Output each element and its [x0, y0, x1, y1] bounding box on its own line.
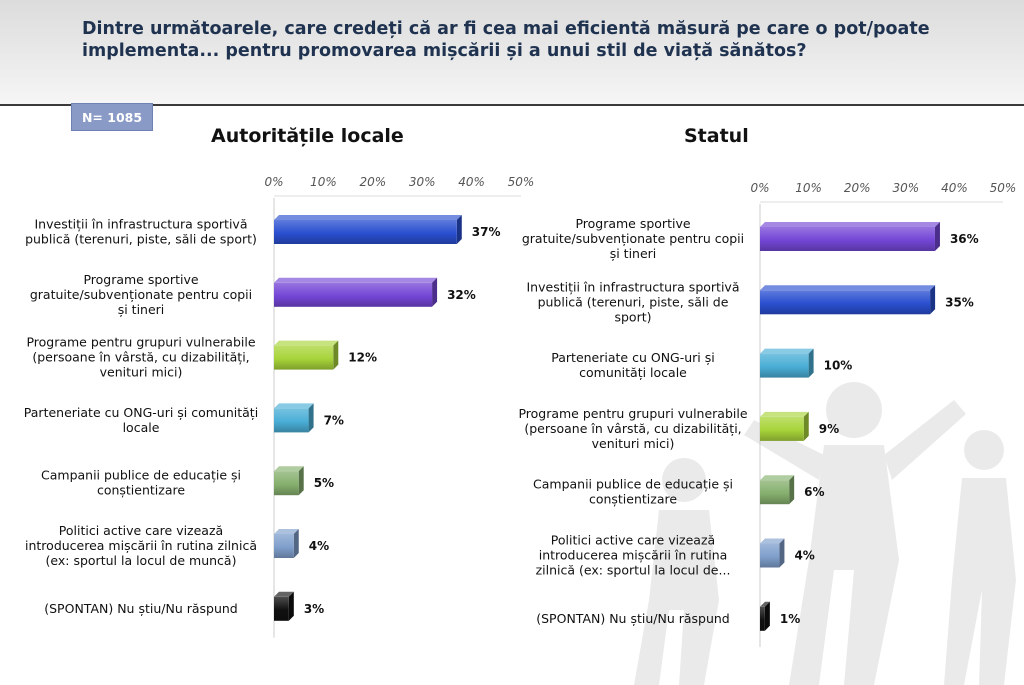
data-label: 3% [304, 602, 324, 616]
data-label: 12% [348, 351, 377, 365]
bar-top-face [274, 340, 339, 346]
question-line-1: Dintre următoarele, care credeți că ar f… [82, 19, 930, 39]
bar-top-face [760, 538, 785, 544]
question-text: Dintre următoarele, care credeți că ar f… [82, 18, 982, 62]
bar-top-face [760, 222, 940, 227]
data-label: 37% [472, 225, 501, 239]
x-tick-label: 10% [795, 181, 822, 195]
chart-title-state: Statul [684, 125, 749, 147]
x-tick-label: 30% [409, 175, 436, 189]
category-label: Parteneriate cu ONG-uri și comunități loc… [551, 350, 714, 380]
data-label: 9% [819, 422, 839, 436]
bar-side-face [808, 348, 814, 378]
category-label: Politici active care vizează introducerea… [25, 523, 257, 568]
chart-title-local: Autoritățile locale [211, 125, 404, 147]
people-watermark-icon [634, 382, 1016, 685]
bar-side-face [308, 403, 314, 433]
bar-side-face [789, 475, 795, 505]
data-label: 4% [309, 539, 329, 553]
category-label: Investiții în infrastructura sportivă pub… [527, 279, 740, 324]
category-label: Programe sportive gratuite/subvenționate … [30, 272, 252, 317]
category-label: Campanii publice de educație și conștient… [41, 468, 241, 498]
x-tick-label: 0% [264, 175, 283, 189]
data-label: 35% [945, 295, 974, 309]
bar-top-face [274, 529, 299, 534]
bar-side-face [288, 591, 294, 621]
bar-top-face [274, 277, 438, 283]
bar-top-face [274, 466, 304, 472]
bar [274, 408, 309, 433]
x-tick-label: 0% [750, 181, 769, 195]
bar-side-face [432, 277, 438, 307]
bar-side-face [934, 222, 940, 251]
category-label: (SPONTAN) Nu știu/Nu răspund [536, 611, 730, 626]
sample-size-badge: N= 1085 [71, 103, 153, 131]
data-label: 6% [804, 485, 824, 499]
x-tick-label: 20% [359, 175, 386, 189]
bar-top-face [760, 285, 936, 291]
category-label: Programe sportive gratuite/subvenționate … [522, 216, 744, 261]
data-label: 4% [794, 549, 814, 563]
bar-side-face [298, 466, 304, 496]
data-label: 1% [780, 612, 800, 626]
bar [274, 534, 294, 558]
bar-side-face [333, 340, 339, 370]
bar [760, 480, 790, 505]
bar [274, 471, 299, 496]
x-tick-label: 20% [844, 181, 871, 195]
bar [760, 227, 935, 251]
bar-top-face [760, 348, 814, 354]
data-label: 7% [324, 413, 344, 427]
x-tick-label: 50% [990, 181, 1017, 195]
header-divider [0, 104, 1024, 106]
data-label: 36% [950, 232, 979, 246]
bar [274, 220, 457, 244]
bar-side-face [779, 538, 785, 568]
x-tick-label: 30% [892, 181, 919, 195]
data-label: 10% [824, 359, 853, 373]
bar [760, 416, 804, 441]
x-tick-label: 40% [941, 181, 968, 195]
bar [274, 282, 433, 307]
bar-side-face [293, 529, 299, 558]
bar [274, 596, 289, 621]
bar [760, 290, 931, 315]
bar [760, 543, 780, 568]
category-label: Campanii publice de educație și conștient… [533, 477, 733, 507]
category-label: Programe pentru grupuri vulnerabile (pers… [26, 335, 255, 380]
bar [760, 606, 765, 631]
bar [760, 353, 809, 378]
category-label: (SPONTAN) Nu știu/Nu răspund [44, 601, 238, 616]
category-label: Politici active care vizează introducerea… [536, 533, 731, 578]
x-tick-label: 40% [458, 175, 485, 189]
bar-top-face [760, 411, 809, 417]
data-label: 5% [314, 476, 334, 490]
category-label: Programe pentru grupuri vulnerabile (pers… [518, 406, 747, 451]
bar-top-face [274, 591, 294, 597]
category-label: Parteneriate cu ONG-uri și comunități loc… [24, 405, 258, 435]
bar [274, 345, 334, 370]
bar-top-face [274, 403, 314, 409]
bar-side-face [456, 215, 462, 244]
header-band [0, 0, 1024, 104]
bar-side-face [803, 411, 809, 441]
data-label: 32% [447, 288, 476, 302]
bar-top-face [760, 475, 795, 481]
x-tick-label: 50% [508, 175, 535, 189]
bar-side-face [764, 601, 770, 631]
question-line-2: implementa... pentru promovarea mișcării… [82, 41, 807, 61]
category-label: Investiții în infrastructura sportivă pub… [25, 217, 257, 247]
bar-top-face [760, 601, 770, 607]
x-tick-label: 10% [310, 175, 337, 189]
bar-side-face [930, 285, 936, 315]
bar-top-face [274, 215, 462, 220]
